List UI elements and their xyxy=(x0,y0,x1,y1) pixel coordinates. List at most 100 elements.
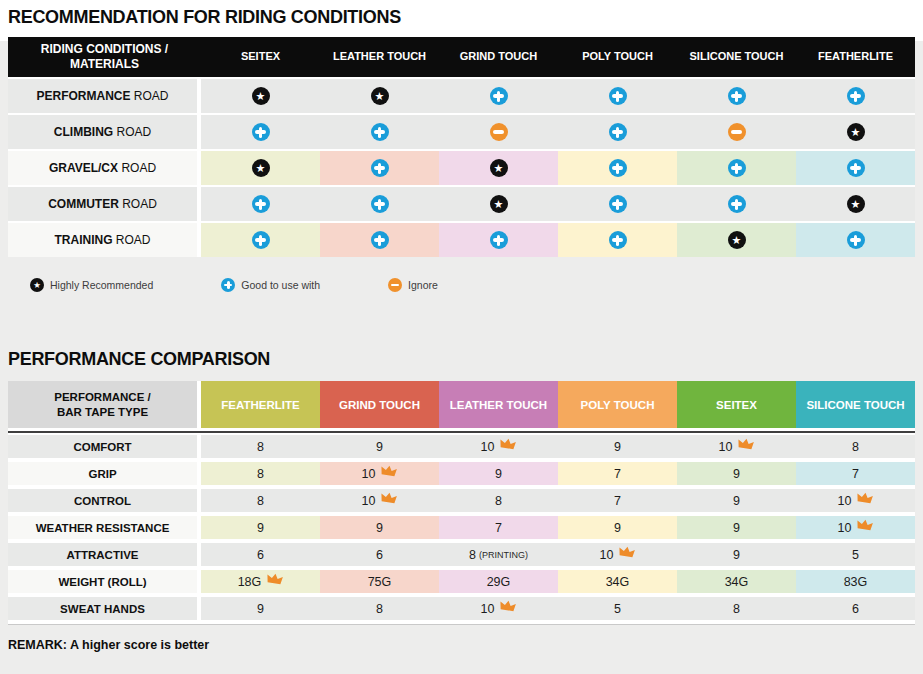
riding-rating-cell xyxy=(796,151,915,185)
riding-rating-cell xyxy=(320,223,439,257)
legend-item: Ignore xyxy=(388,278,438,292)
page: RECOMMENDATION FOR RIDING CONDITIONS RID… xyxy=(0,0,923,674)
score-value: 10 xyxy=(600,548,614,562)
performance-score-cell: 9 xyxy=(320,516,439,539)
plus-icon xyxy=(371,159,389,177)
riding-column-header: GRIND TOUCH xyxy=(439,37,558,77)
riding-header-label-line2: MATERIALS xyxy=(70,57,139,72)
score-value: 8 xyxy=(257,494,264,508)
performance-score-cell: 7 xyxy=(796,462,915,485)
riding-table-header-row: RIDING CONDITIONS / MATERIALS SEITEXLEAT… xyxy=(8,37,915,77)
crown-icon xyxy=(379,462,399,482)
crown-icon xyxy=(855,489,875,509)
performance-table-row: SWEAT HANDS9810586 xyxy=(8,597,915,620)
riding-rating-cell xyxy=(320,187,439,221)
section-spacer xyxy=(8,293,915,349)
riding-rating-cell xyxy=(439,223,558,257)
performance-table-row: CONTROL81087910 xyxy=(8,489,915,512)
minus-icon xyxy=(388,278,402,292)
performance-score-cell: 8 xyxy=(201,462,320,485)
score-value: 29G xyxy=(487,575,511,589)
score-value: 9 xyxy=(614,440,621,454)
riding-column-header: FEATHERLITE xyxy=(796,37,915,77)
score-value: 5 xyxy=(852,548,859,562)
minus-icon xyxy=(490,123,508,141)
riding-column-header: LEATHER TOUCH xyxy=(320,37,439,77)
score-value: 8 xyxy=(257,440,264,454)
performance-score-cell: 9 xyxy=(558,516,677,539)
score-note: (PRINTING) xyxy=(479,550,528,560)
score-value: 34G xyxy=(606,575,630,589)
performance-column-header: GRIND TOUCH xyxy=(320,381,439,428)
score-value: 10 xyxy=(838,494,852,508)
crown-icon xyxy=(498,435,518,455)
performance-score-cell: 9 xyxy=(439,462,558,485)
performance-header-label-line1: PERFORMANCE / xyxy=(54,390,150,405)
performance-score-cell: 10 xyxy=(677,435,796,458)
plus-icon xyxy=(252,123,270,141)
star-icon: ★ xyxy=(252,159,270,177)
plus-icon xyxy=(221,278,235,292)
performance-score-cell: 8 xyxy=(439,489,558,512)
performance-score-cell: 8 xyxy=(796,435,915,458)
performance-score-cell: 7 xyxy=(558,489,677,512)
legend-label: Good to use with xyxy=(241,279,320,291)
legend-item: Good to use with xyxy=(221,278,320,292)
performance-column-header: LEATHER TOUCH xyxy=(439,381,558,428)
star-icon: ★ xyxy=(490,195,508,213)
score-value: 7 xyxy=(614,494,621,508)
performance-row-label: GRIP xyxy=(8,462,197,485)
score-value: 10 xyxy=(362,467,376,481)
riding-table-row: PERFORMANCE ROAD★★ xyxy=(8,79,915,113)
score-value: 10 xyxy=(362,494,376,508)
riding-row-label: GRAVEL/CX ROAD xyxy=(8,151,197,185)
riding-rating-cell: ★ xyxy=(439,151,558,185)
performance-score-cell: 34G xyxy=(677,570,796,593)
riding-rating-cell xyxy=(439,115,558,149)
score-value: 8 xyxy=(257,467,264,481)
riding-rating-cell: ★ xyxy=(796,115,915,149)
riding-rating-cell: ★ xyxy=(201,151,320,185)
performance-comparison-table: PERFORMANCE / BAR TAPE TYPE FEATHERLITEG… xyxy=(8,381,915,625)
crown-icon xyxy=(855,516,875,536)
plus-icon xyxy=(371,195,389,213)
performance-score-cell: 29G xyxy=(439,570,558,593)
performance-score-cell: 6 xyxy=(201,543,320,566)
riding-table-row: TRAINING ROAD★ xyxy=(8,223,915,257)
performance-score-cell: 9 xyxy=(320,435,439,458)
riding-column-header: SEITEX xyxy=(201,37,320,77)
riding-row-label: PERFORMANCE ROAD xyxy=(8,79,197,113)
performance-table-row: GRIP8109797 xyxy=(8,462,915,485)
riding-table-row: CLIMBING ROAD ★ xyxy=(8,115,915,149)
score-value: 10 xyxy=(481,602,495,616)
performance-score-cell: 8 xyxy=(677,597,796,620)
score-value: 9 xyxy=(733,548,740,562)
performance-column-header: SILICONE TOUCH xyxy=(796,381,915,428)
performance-score-cell: 6 xyxy=(796,597,915,620)
legend: ★Highly RecommendedGood to use withIgnor… xyxy=(30,277,915,293)
plus-icon xyxy=(371,123,389,141)
score-value: 9 xyxy=(733,467,740,481)
riding-row-label-rest: ROAD xyxy=(118,161,156,175)
performance-score-cell: 9 xyxy=(677,462,796,485)
star-icon: ★ xyxy=(847,195,865,213)
riding-row-label: COMMUTER ROAD xyxy=(8,187,197,221)
crown-icon xyxy=(498,597,518,617)
riding-rating-cell xyxy=(558,115,677,149)
performance-score-cell: 10 xyxy=(320,462,439,485)
riding-rating-cell xyxy=(677,151,796,185)
riding-header-label-line1: RIDING CONDITIONS / xyxy=(41,42,168,57)
performance-header-label-line2: BAR TAPE TYPE xyxy=(57,405,148,420)
score-value: 9 xyxy=(376,440,383,454)
riding-table-header-label: RIDING CONDITIONS / MATERIALS xyxy=(8,37,201,77)
score-value: 9 xyxy=(614,521,621,535)
score-value: 8 xyxy=(733,602,740,616)
plus-icon xyxy=(847,87,865,105)
performance-row-label: COMFORT xyxy=(8,435,197,458)
score-value: 10 xyxy=(719,440,733,454)
performance-score-cell: 83G xyxy=(796,570,915,593)
performance-row-label: WEATHER RESISTANCE xyxy=(8,516,197,539)
performance-table-row: WEATHER RESISTANCE9979910 xyxy=(8,516,915,539)
riding-row-label: CLIMBING ROAD xyxy=(8,115,197,149)
score-value: 7 xyxy=(495,521,502,535)
